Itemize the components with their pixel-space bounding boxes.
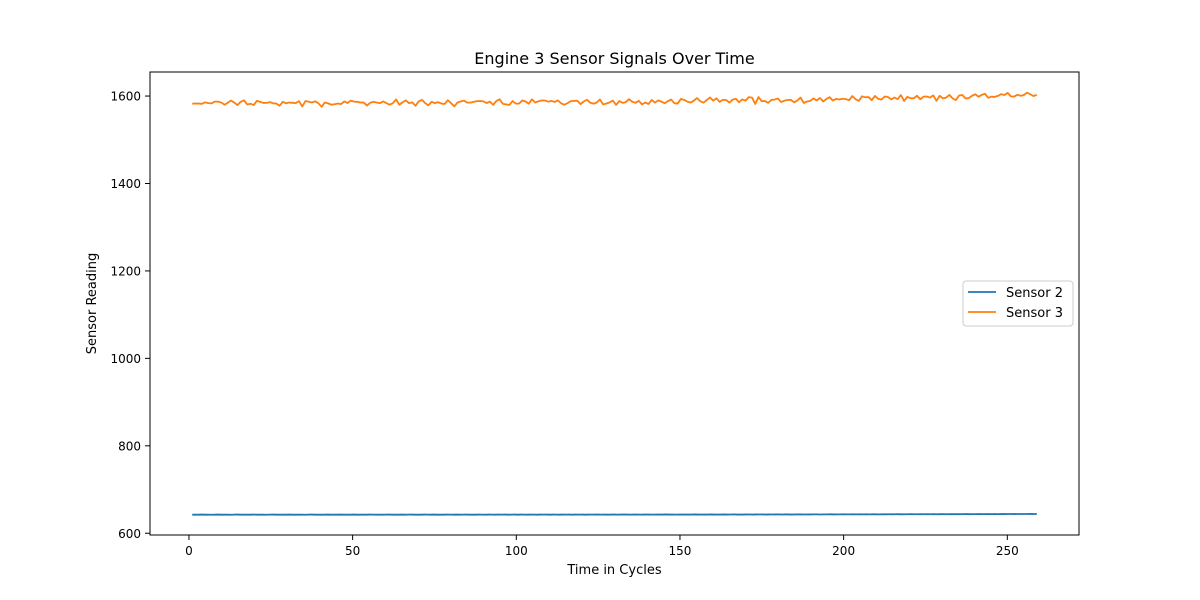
x-tick-label: 200 (832, 544, 855, 558)
series-line-sensor-2 (192, 513, 1037, 516)
legend-label-sensor-2: Sensor 2 (1006, 286, 1063, 301)
x-tick-label: 0 (185, 544, 193, 558)
legend-label-sensor-3: Sensor 3 (1006, 306, 1063, 321)
y-tick-label: 1600 (110, 90, 141, 104)
series-layer (192, 91, 1038, 516)
y-tick-label: 1000 (110, 352, 141, 366)
chart-title: Engine 3 Sensor Signals Over Time (474, 49, 754, 68)
x-tick-label: 50 (345, 544, 360, 558)
y-tick-label: 1400 (110, 177, 141, 191)
x-axis-title: Time in Cycles (566, 563, 661, 578)
series-line-sensor-3 (192, 91, 1038, 108)
y-tick-label: 600 (118, 527, 141, 541)
y-tick-label: 800 (118, 439, 141, 453)
x-tick-label: 150 (669, 544, 692, 558)
legend: Sensor 2 Sensor 3 (962, 280, 1074, 327)
x-axis-ticks: 0 50 100 150 200 250 (185, 535, 1019, 558)
y-tick-label: 1200 (110, 264, 141, 278)
y-axis-title: Sensor Reading (85, 253, 100, 354)
x-tick-label: 250 (996, 544, 1019, 558)
plot-frame (149, 71, 1080, 536)
y-axis-ticks: 600 800 1000 1200 1400 1600 (110, 90, 150, 541)
x-tick-label: 100 (505, 544, 528, 558)
